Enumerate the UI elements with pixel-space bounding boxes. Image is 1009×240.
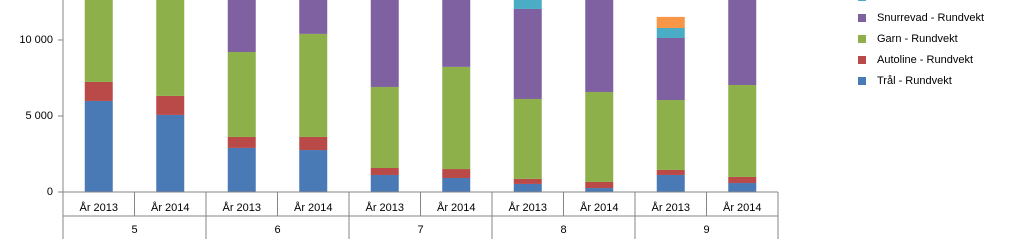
x-tick-label: År 2013 [222,201,261,214]
bar-segment [656,169,685,175]
bar-segment [227,136,256,148]
y-tick-label: 0 [47,186,53,198]
bar-segment [513,0,542,9]
bar-segment [156,114,185,192]
x-tick-label: År 2013 [508,201,547,214]
bar-segment [227,147,256,192]
legend-swatch [858,14,866,22]
bar-segment [299,150,328,192]
bar-segment [728,176,757,184]
x-tick-label: År 2014 [723,201,762,214]
x-tick-label: År 2014 [151,201,190,214]
bar-segment [585,188,614,192]
x-group-label: 8 [560,224,566,236]
x-tick-label: År 2013 [79,201,118,214]
bar-segment [227,0,256,52]
bar-segment [442,66,471,170]
legend-swatch [858,56,866,64]
bar-segment [156,95,185,115]
x-group-label: 5 [131,224,137,236]
legend-label: Garn - Rundvekt [877,33,958,45]
legend-swatch [858,77,866,85]
x-tick-label: År 2013 [365,201,404,214]
bar-segment [370,167,399,175]
bar-segment [299,0,328,34]
legend-label: Line - Rundvekt [877,0,954,3]
legend-label: Snurrevad - Rundvekt [877,12,984,24]
legend-swatch [858,35,866,43]
bar-segment [513,98,542,179]
bar-segment [656,38,685,101]
legend-label: Autoline - Rundvekt [877,54,973,66]
bar-segment [299,33,328,137]
bar-segment [513,178,542,184]
bar-segment [84,0,113,82]
bar-segment [513,8,542,99]
bar-segment [513,183,542,192]
y-tick-label: 10 000 [19,34,53,46]
bar-segment [656,100,685,170]
legend-label: Trål - Rundvekt [877,75,952,87]
bar-segment [84,81,113,101]
x-tick-label: År 2014 [437,201,476,214]
bar-segment [656,27,685,39]
bar-segment [442,169,471,179]
bar-segment [299,136,328,151]
bar-segment [728,0,757,85]
bar-segment [585,91,614,182]
bar-segment [227,51,256,137]
x-group-label: 6 [274,224,280,236]
x-group-label: 7 [417,224,423,236]
x-tick-label: År 2014 [580,201,619,214]
x-group-label: 9 [703,224,709,236]
bar-segment [585,181,614,189]
bar-segment [585,0,614,92]
bar-segment [656,174,685,192]
legend-swatch [858,0,866,1]
x-tick-label: År 2014 [294,201,333,214]
bar-segment [656,16,685,28]
bar-segment [442,0,471,67]
x-tick-label: År 2013 [651,201,690,214]
bar-segment [370,0,399,87]
bar-segment [728,84,757,177]
bar-segment [728,183,757,192]
bar-segment [370,174,399,192]
bar-segment [84,100,113,192]
bar-segment [156,0,185,96]
bar-segment [442,178,471,192]
y-tick-label: 5 000 [25,110,53,122]
bar-segment [370,86,399,168]
